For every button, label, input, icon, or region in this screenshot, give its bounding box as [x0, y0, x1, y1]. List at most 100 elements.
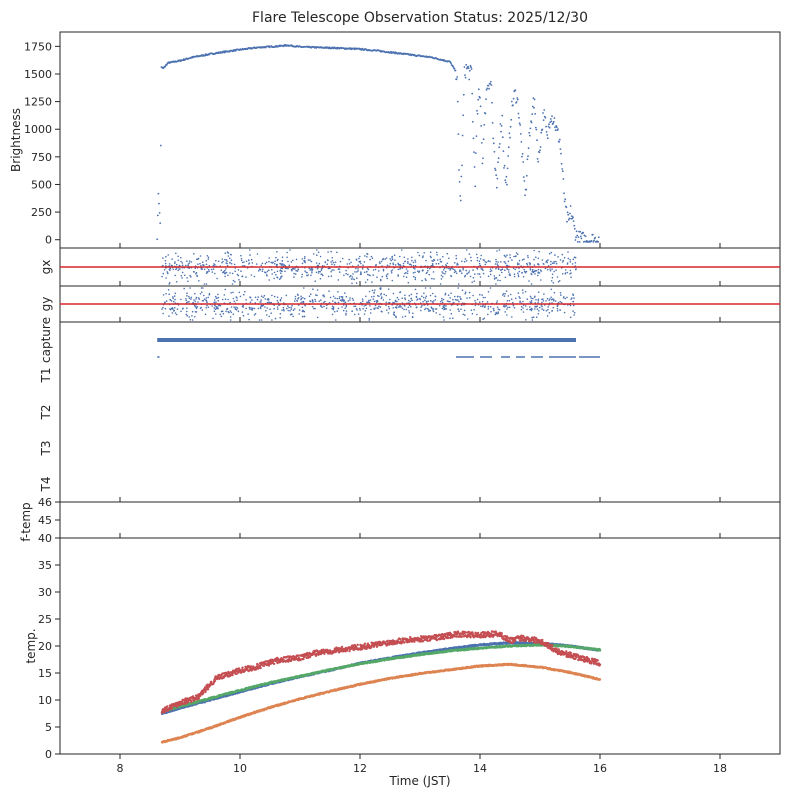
- data-point: [301, 262, 304, 265]
- data-point: [561, 253, 564, 256]
- data-point: [522, 292, 524, 294]
- data-point: [478, 262, 481, 265]
- data-point: [248, 306, 251, 309]
- data-point: [187, 280, 189, 283]
- data-point: [380, 260, 383, 263]
- data-point: [288, 306, 290, 309]
- data-point: [539, 146, 542, 148]
- data-point: [420, 306, 422, 308]
- data-point: [334, 301, 336, 304]
- data-point: [476, 313, 478, 316]
- data-point: [425, 307, 427, 310]
- data-point: [311, 271, 313, 274]
- data-point: [471, 120, 474, 123]
- data-point: [479, 293, 481, 296]
- data-point: [199, 293, 202, 295]
- data-point: [415, 295, 418, 298]
- data-point: [309, 269, 312, 271]
- data-point: [579, 235, 582, 238]
- data-point: [572, 216, 574, 219]
- data-point: [398, 306, 400, 308]
- data-point: [392, 292, 395, 295]
- data-point: [337, 291, 339, 293]
- data-point: [489, 260, 491, 263]
- data-point: [568, 217, 571, 220]
- data-point: [197, 263, 199, 266]
- data-point: [582, 231, 585, 234]
- data-point: [294, 300, 296, 302]
- data-point: [181, 262, 184, 264]
- data-point: [495, 268, 497, 270]
- data-point: [590, 240, 593, 242]
- data-point: [442, 298, 445, 301]
- data-point: [353, 278, 356, 281]
- data-point: [379, 262, 381, 265]
- data-point: [337, 279, 340, 281]
- data-point: [303, 310, 306, 313]
- data-point: [297, 294, 299, 297]
- data-point: [363, 261, 366, 263]
- data-point: [167, 254, 169, 256]
- data-point: [355, 267, 357, 270]
- data-point: [524, 271, 527, 274]
- data-point: [474, 273, 476, 275]
- data-point: [575, 230, 578, 233]
- data-point: [181, 308, 184, 310]
- data-point: [432, 271, 435, 273]
- data-point: [320, 268, 323, 270]
- data-point: [523, 258, 525, 261]
- data-point: [549, 268, 551, 270]
- data-point: [328, 301, 331, 304]
- data-point: [256, 298, 259, 301]
- data-point: [422, 255, 424, 257]
- data-point: [222, 260, 224, 263]
- data-point: [286, 307, 288, 310]
- data-point: [259, 268, 261, 271]
- data-point: [292, 267, 294, 270]
- data-point: [556, 310, 559, 312]
- data-point: [195, 296, 198, 299]
- data-point: [208, 265, 211, 267]
- data-point: [495, 283, 497, 285]
- data-point: [169, 308, 171, 310]
- data-point: [378, 295, 380, 298]
- data-point: [470, 66, 472, 69]
- data-point: [351, 297, 354, 300]
- data-point: [230, 263, 233, 265]
- x-tick-label: 16: [593, 762, 607, 775]
- data-point: [199, 255, 202, 257]
- data-point: [345, 304, 348, 307]
- data-point: [331, 313, 334, 316]
- data-point: [464, 314, 466, 316]
- data-point: [463, 260, 466, 263]
- x-tick-label: 18: [713, 762, 727, 775]
- data-point: [260, 307, 262, 310]
- data-point: [259, 301, 261, 303]
- data-point: [537, 257, 540, 260]
- data-point: [535, 316, 538, 319]
- data-point: [522, 307, 524, 309]
- data-point: [482, 318, 484, 321]
- data-point: [205, 297, 208, 299]
- data-point: [261, 270, 264, 273]
- data-point: [550, 263, 552, 266]
- data-point: [464, 74, 466, 76]
- data-point: [306, 274, 308, 277]
- data-point: [513, 255, 515, 258]
- data-point: [271, 319, 273, 321]
- data-point: [445, 305, 447, 307]
- data-point: [318, 270, 320, 273]
- data-point: [245, 307, 247, 310]
- data-point: [194, 292, 196, 295]
- data-point: [507, 155, 510, 157]
- data-point: [469, 275, 472, 278]
- data-point: [247, 259, 250, 261]
- data-point: [548, 299, 550, 302]
- data-point: [349, 276, 351, 278]
- data-point: [249, 301, 252, 304]
- data-point: [295, 258, 298, 261]
- data-point: [373, 308, 376, 311]
- data-point: [336, 297, 339, 300]
- data-point: [259, 306, 262, 308]
- data-point: [550, 296, 552, 299]
